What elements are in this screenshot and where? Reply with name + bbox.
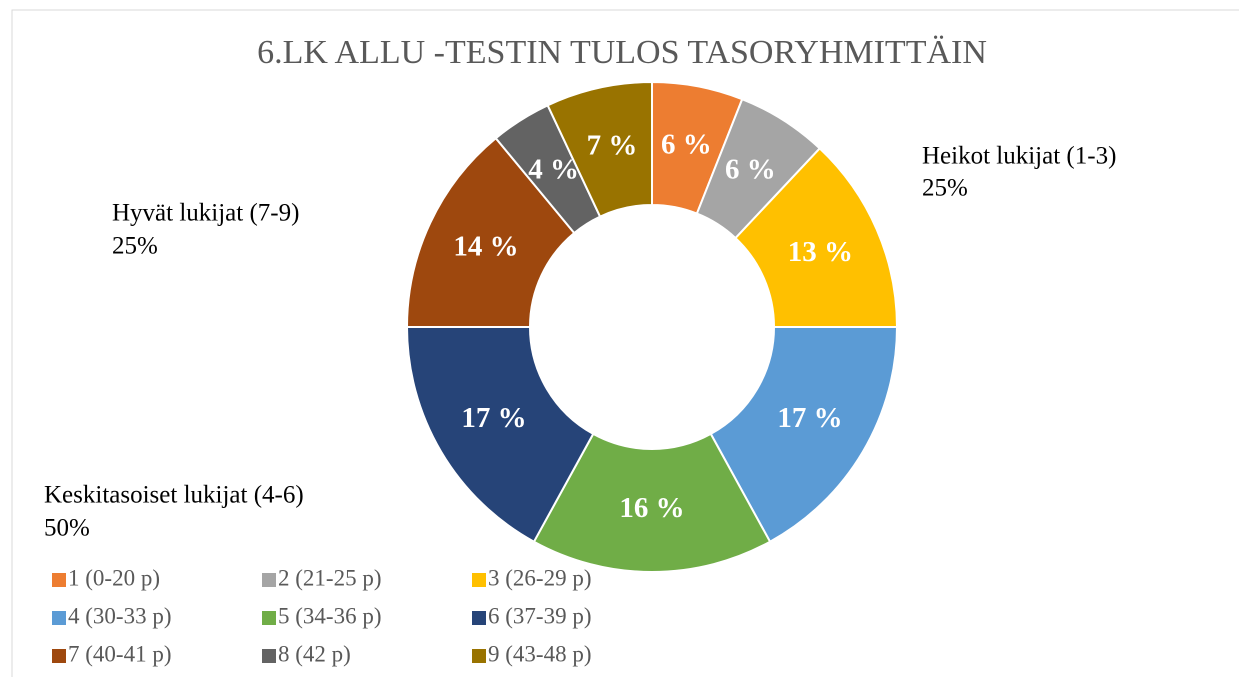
legend-swatch: [262, 611, 276, 625]
legend-swatch: [472, 649, 486, 663]
legend-swatch: [262, 573, 276, 587]
annotation: Heikot lukijat (1-3): [922, 143, 1116, 170]
legend-swatch: [472, 611, 486, 625]
segment-label: 16 %: [619, 492, 684, 524]
legend-label: 1 (0-20 p): [68, 565, 160, 590]
annotations: Heikot lukijat (1-3) 25% Hyvät lukijat (…: [44, 143, 1116, 542]
donut-segment: [546, 80, 653, 218]
segment-label: 6 %: [725, 154, 776, 186]
donut-segment: [405, 326, 595, 544]
annotation: 25%: [922, 175, 968, 202]
legend-swatch: [52, 611, 66, 625]
legend-swatch: [52, 649, 66, 663]
donut-segment: [734, 146, 899, 328]
legend-label: 3 (26-29 p): [488, 565, 591, 590]
chart-title: 6.LK ALLU -TESTIN TULOS TASORYHMITTÄIN: [257, 34, 987, 71]
legend-label: 4 (30-33 p): [68, 603, 171, 628]
donut-segment: [532, 432, 772, 573]
legend-swatch: [472, 573, 486, 587]
donut-segment: [709, 326, 899, 544]
segment-label: 17 %: [777, 402, 842, 434]
legend-swatch: [52, 573, 66, 587]
segment-label: 4 %: [528, 154, 579, 186]
legend-label: 2 (21-25 p): [278, 565, 381, 590]
legend-label: 6 (37-39 p): [488, 603, 591, 628]
annotation: 50%: [44, 515, 90, 542]
legend-label: 5 (34-36 p): [278, 603, 381, 628]
segment-label: 17 %: [461, 402, 526, 434]
segment-label: 6 %: [661, 128, 712, 160]
legend-swatch: [262, 649, 276, 663]
annotation: Hyvät lukijat (7-9): [112, 200, 299, 227]
legend-label: 7 (40-41 p): [68, 641, 171, 666]
annotation: Keskitasoiset lukijat (4-6): [44, 482, 304, 509]
legend-label: 8 (42 p): [278, 641, 351, 666]
annotation: 25%: [112, 233, 158, 260]
segment-label: 7 %: [587, 130, 638, 162]
segment-label: 14 %: [453, 231, 518, 263]
segment-label: 13 %: [788, 236, 853, 268]
donut-segment: [405, 136, 576, 328]
legend-label: 9 (43-48 p): [488, 641, 591, 666]
